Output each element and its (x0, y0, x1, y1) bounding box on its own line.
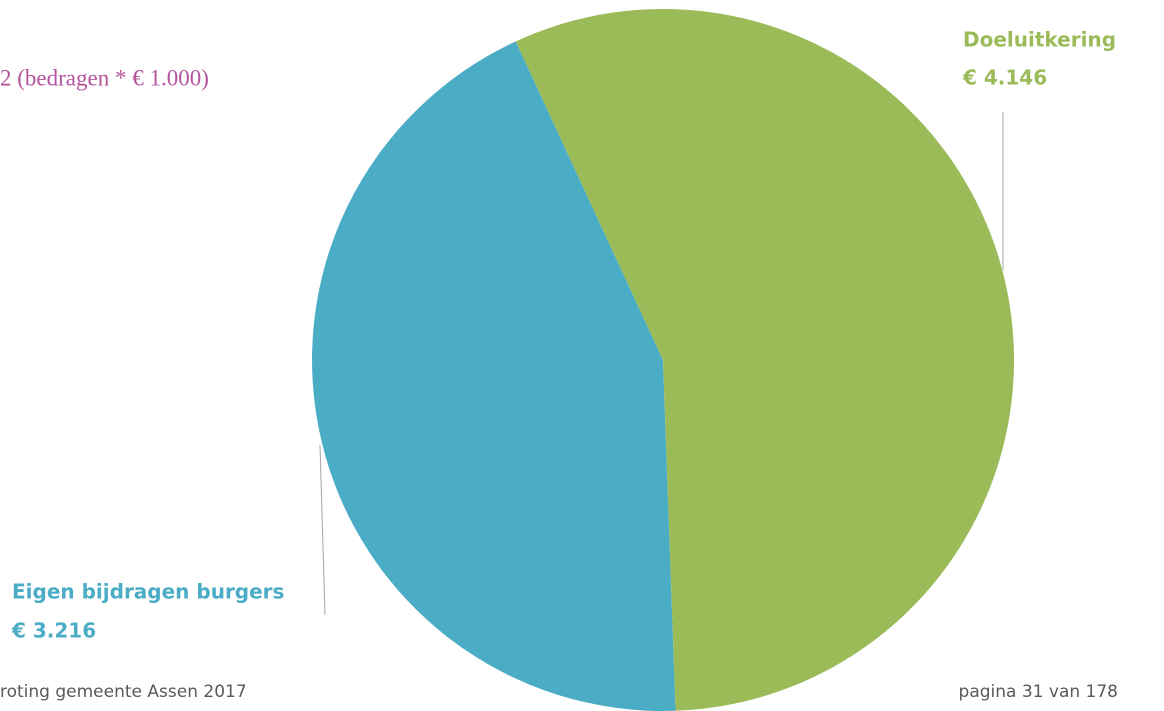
pie-slice (515, 9, 1014, 711)
footer-left: roting gemeente Assen 2017 (0, 682, 247, 702)
pie-slice (311, 41, 676, 711)
value-label: € 4.146 (962, 66, 1047, 90)
leader-line (319, 444, 326, 616)
slice-label: Eigen bijdragen burgers (12, 580, 284, 604)
slice-label: Doeluitkering (963, 28, 1116, 52)
footer-right: pagina 31 van 178 (959, 682, 1118, 702)
chart-title: 2 (bedragen * € 1.000) (0, 65, 209, 90)
value-label: € 3.216 (11, 619, 96, 643)
